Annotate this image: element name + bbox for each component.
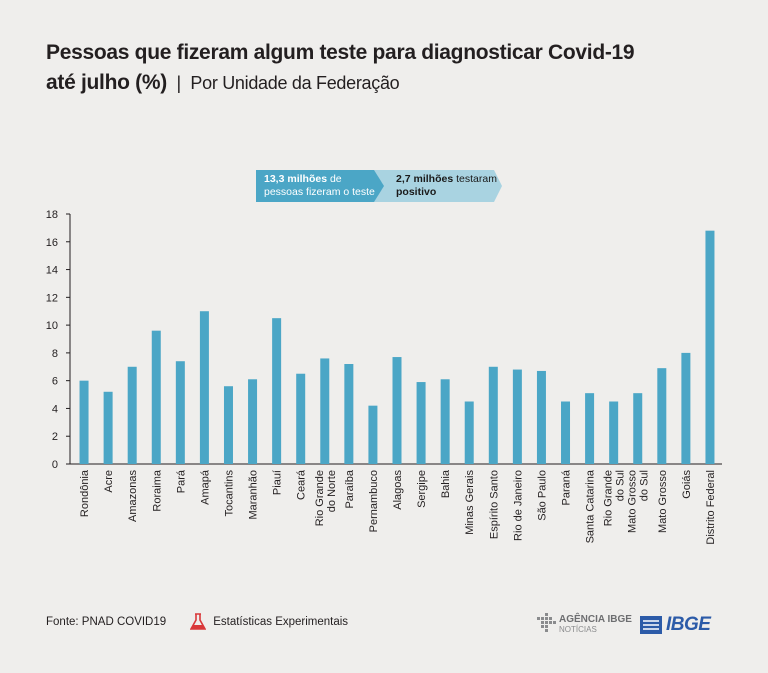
x-tick-label: Paraíba	[344, 469, 356, 508]
y-tick-label: 14	[46, 265, 58, 277]
x-tick-label: Minas Gerais	[464, 470, 476, 535]
x-tick-label: Tocantins	[223, 470, 235, 517]
bar	[561, 401, 571, 464]
x-tick-label: São Paulo	[536, 470, 548, 521]
x-tick-label: Espírito Santo	[488, 470, 500, 539]
title-line-1: Pessoas que fizeram algum teste para dia…	[46, 41, 635, 64]
x-tick-label: Goiás	[681, 470, 693, 499]
agencia-name: AGÊNCIA IBGE	[559, 614, 632, 625]
bar	[633, 393, 643, 464]
y-tick-label: 6	[52, 376, 58, 388]
bar	[416, 382, 426, 464]
banner-tested-desc: pessoas fizeram o teste	[264, 186, 375, 198]
x-tick-label: Paraná	[561, 469, 573, 505]
bar	[609, 401, 619, 464]
agencia-grid-icon	[537, 613, 556, 632]
y-tick-label: 16	[46, 237, 58, 249]
x-tick-label: Bahia	[440, 469, 452, 498]
banner-arrow-positive	[372, 170, 502, 202]
x-tick-label: Rio de Janeiro	[512, 470, 524, 541]
x-tick-label: Mato Grosso	[627, 470, 639, 533]
banner-positive-text: 2,7 milhões testaram positivo	[396, 173, 497, 199]
chart-title: Pessoas que fizeram algum teste para dia…	[46, 38, 635, 98]
banner-positive-count: 2,7 milhões	[396, 173, 454, 185]
title-subtitle: Por Unidade da Federação	[190, 73, 400, 93]
y-tick-label: 10	[46, 320, 58, 332]
x-tick-label: Maranhão	[248, 470, 260, 520]
banner-arrow-tested	[256, 170, 384, 202]
x-tick-label: Piauí	[272, 470, 284, 495]
x-tick-label: do Sul	[615, 470, 627, 501]
y-tick-label: 2	[52, 431, 58, 443]
bar	[512, 369, 522, 464]
bar	[585, 393, 595, 464]
banner-tested-count: 13,3 milhões	[264, 173, 328, 185]
ibge-wordmark: IBGE	[666, 614, 711, 635]
y-tick-label: 4	[52, 403, 58, 415]
bar	[320, 358, 330, 464]
experimental-badge: Estatísticas Experimentais	[189, 613, 349, 631]
y-tick-label: 0	[52, 459, 58, 471]
x-tick-label: do Sul	[639, 470, 651, 501]
bar	[488, 366, 498, 464]
bar	[368, 405, 378, 464]
banner-positive-rest: testaram	[453, 173, 497, 185]
bar	[705, 230, 715, 464]
bar	[536, 370, 546, 464]
x-tick-label: Rondônia	[79, 469, 91, 517]
x-tick-label: Roraima	[151, 469, 163, 511]
bar	[248, 379, 258, 464]
x-tick-label: Rio Grande	[314, 470, 326, 526]
bar	[440, 379, 450, 464]
x-tick-label: Distrito Federal	[705, 470, 717, 545]
x-tick-label: do Norte	[326, 470, 338, 512]
bar	[127, 366, 137, 464]
bar	[103, 391, 113, 464]
x-tick-label: Ceará	[296, 469, 308, 500]
flask-icon	[189, 613, 207, 630]
title-separator: |	[176, 73, 181, 93]
bar	[272, 318, 282, 464]
banner-tested-text: 13,3 milhões de pessoas fizeram o teste	[264, 173, 375, 199]
y-tick-label: 8	[52, 348, 58, 360]
bar	[79, 380, 89, 464]
bar	[392, 357, 402, 464]
banner-positive-word: positivo	[396, 186, 437, 198]
bar	[657, 368, 667, 464]
title-period: até julho (%)	[46, 71, 167, 94]
bar	[223, 386, 233, 464]
banner-tested-de: de	[327, 173, 342, 185]
bar	[464, 401, 474, 464]
ibge-symbol-icon	[640, 616, 662, 634]
y-tick-label: 18	[46, 209, 58, 221]
x-tick-label: Amapá	[199, 469, 211, 505]
bar	[199, 311, 209, 464]
x-tick-label: Mato Grosso	[657, 470, 669, 533]
source-note: Fonte: PNAD COVID19	[46, 616, 167, 628]
experimental-label: Estatísticas Experimentais	[213, 616, 349, 629]
x-tick-label: Pernambuco	[368, 470, 380, 532]
bar	[175, 361, 185, 464]
x-tick-label: Sergipe	[416, 470, 428, 508]
agencia-noticias: NOTÍCIAS	[559, 625, 597, 634]
x-tick-label: Pará	[175, 469, 187, 493]
bar	[296, 373, 306, 464]
bar	[681, 352, 691, 464]
x-tick-label: Acre	[103, 470, 115, 493]
y-tick-label: 12	[46, 292, 58, 304]
title-line-2: até julho (%) | Por Unidade da Federação	[46, 68, 634, 98]
x-tick-label: Rio Grande	[603, 470, 615, 526]
x-tick-label: Amazonas	[127, 470, 139, 522]
bar	[151, 330, 161, 464]
bar	[344, 364, 354, 464]
x-tick-label: Alagoas	[392, 470, 404, 510]
x-tick-label: Santa Catarina	[585, 469, 597, 543]
